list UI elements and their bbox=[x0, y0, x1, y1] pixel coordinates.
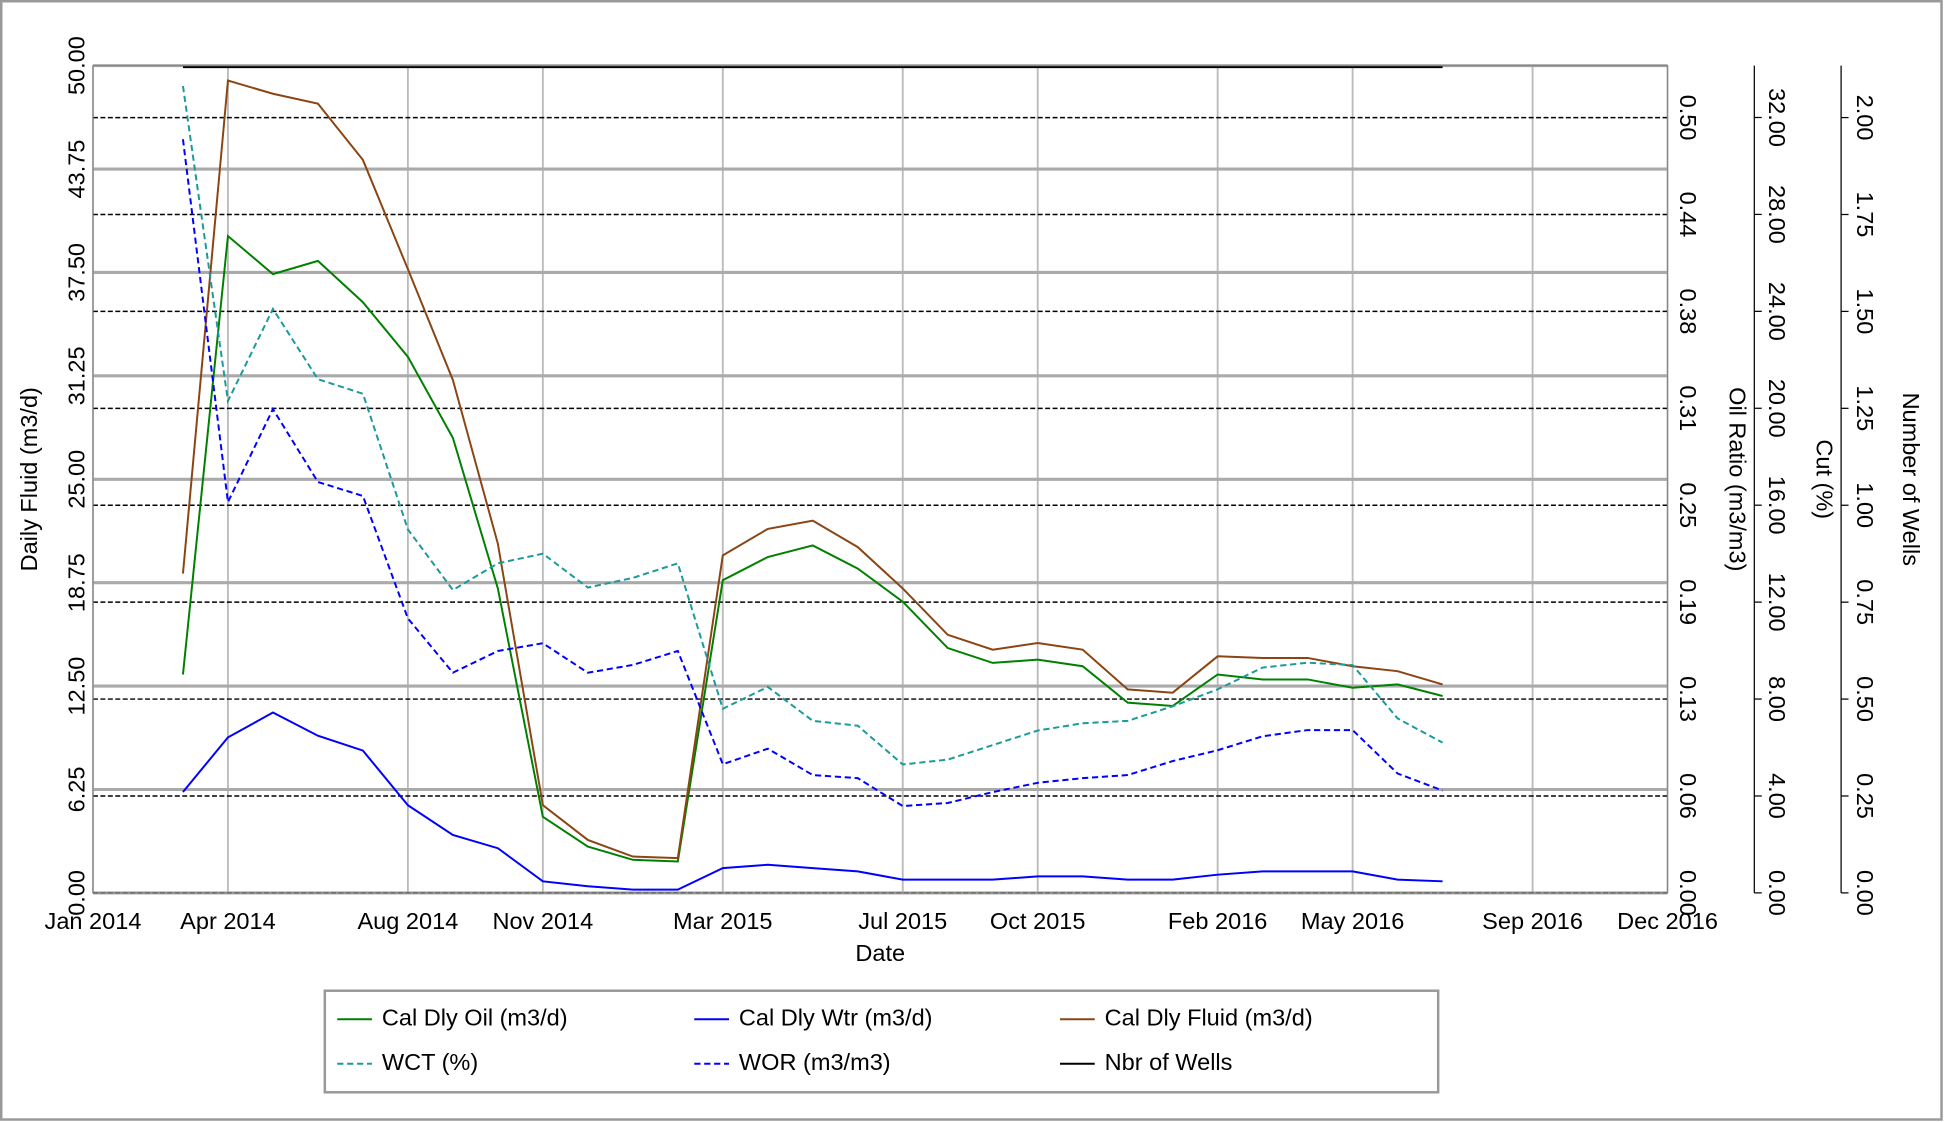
series-line bbox=[182, 711, 1443, 891]
legend-label: Cal Dly Fluid (m3/d) bbox=[1105, 1004, 1313, 1030]
plot-border bbox=[92, 65, 1669, 894]
y-tick-label: 37.50 bbox=[63, 243, 89, 302]
y-tick-label: 25.00 bbox=[63, 450, 89, 509]
x-tick-label: Jul 2015 bbox=[858, 908, 947, 934]
y-tick-label: 6.25 bbox=[63, 767, 89, 813]
y3-axis-title: Cut (%) bbox=[1811, 439, 1837, 519]
y2-axis-title: Oil Ratio (m3/m3) bbox=[1724, 387, 1750, 571]
legend-label: Nbr of Wells bbox=[1105, 1049, 1233, 1075]
y-tick-label: 31.25 bbox=[63, 346, 89, 405]
y4-tick-label: 1.75 bbox=[1852, 192, 1878, 238]
x-tick-label: Mar 2015 bbox=[673, 908, 772, 934]
x-axis-title: Date bbox=[855, 940, 905, 966]
y3-tick-label: 28.00 bbox=[1764, 185, 1790, 244]
y2-tick-label: 0.50 bbox=[1675, 95, 1701, 141]
x-tick-label: Apr 2014 bbox=[180, 908, 276, 934]
y3-tick-label: 0.00 bbox=[1764, 870, 1790, 916]
y3-tick-label: 16.00 bbox=[1764, 476, 1790, 535]
x-tick-label: Feb 2016 bbox=[1168, 908, 1267, 934]
y4-tick-label: 0.75 bbox=[1852, 579, 1878, 625]
y-tick-label: 50.00 bbox=[63, 36, 89, 95]
y-tick-label: 12.50 bbox=[63, 657, 89, 716]
y2-tick-label: 0.19 bbox=[1675, 579, 1701, 625]
x-tick-label: Nov 2014 bbox=[492, 908, 593, 934]
y4-tick-label: 1.50 bbox=[1852, 289, 1878, 335]
y2-tick-label: 0.06 bbox=[1675, 773, 1701, 819]
y-axis-title: Daily Fluid (m3/d) bbox=[16, 387, 42, 571]
y2-tick-label: 0.13 bbox=[1675, 676, 1701, 722]
y-tick-label: 18.75 bbox=[63, 553, 89, 612]
y3-tick-label: 20.00 bbox=[1764, 379, 1790, 438]
x-tick-label: Sep 2016 bbox=[1482, 908, 1583, 934]
legend-label: WCT (%) bbox=[382, 1049, 478, 1075]
legend-label: Cal Dly Oil (m3/d) bbox=[382, 1004, 568, 1030]
y2-tick-label: 0.31 bbox=[1675, 385, 1701, 431]
y4-tick-label: 0.00 bbox=[1852, 870, 1878, 916]
y3-tick-label: 8.00 bbox=[1764, 676, 1790, 722]
y-tick-label: 43.75 bbox=[63, 140, 89, 199]
series-line bbox=[181, 139, 1443, 808]
x-tick-label: Dec 2016 bbox=[1617, 908, 1718, 934]
series-line bbox=[181, 79, 1443, 860]
y4-tick-label: 1.00 bbox=[1852, 482, 1878, 528]
y3-tick-label: 32.00 bbox=[1764, 88, 1790, 147]
y-tick-label: 0.00 bbox=[63, 870, 89, 916]
x-tick-label: May 2016 bbox=[1301, 908, 1404, 934]
x-tick-label: Oct 2015 bbox=[990, 908, 1086, 934]
y2-tick-label: 0.00 bbox=[1675, 870, 1701, 916]
series-line bbox=[181, 85, 1444, 766]
x-tick-label: Jan 2014 bbox=[45, 908, 142, 934]
y4-axis-title: Number of Wells bbox=[1898, 393, 1924, 566]
y3-tick-label: 24.00 bbox=[1764, 282, 1790, 341]
y4-tick-label: 2.00 bbox=[1852, 95, 1878, 141]
y3-tick-label: 4.00 bbox=[1764, 773, 1790, 819]
y4-tick-label: 0.25 bbox=[1852, 773, 1878, 819]
x-tick-label: Aug 2014 bbox=[357, 908, 458, 934]
legend-box bbox=[323, 989, 1440, 1094]
y4-tick-label: 1.25 bbox=[1852, 385, 1878, 431]
y4-tick-label: 0.50 bbox=[1852, 676, 1878, 722]
series-line bbox=[181, 234, 1443, 863]
y2-tick-label: 0.25 bbox=[1675, 482, 1701, 528]
y3-tick-label: 12.00 bbox=[1764, 573, 1790, 632]
y2-tick-label: 0.44 bbox=[1675, 192, 1701, 238]
y2-tick-label: 0.38 bbox=[1675, 289, 1701, 335]
legend-label: Cal Dly Wtr (m3/d) bbox=[739, 1004, 933, 1030]
legend-label: WOR (m3/m3) bbox=[739, 1049, 891, 1075]
